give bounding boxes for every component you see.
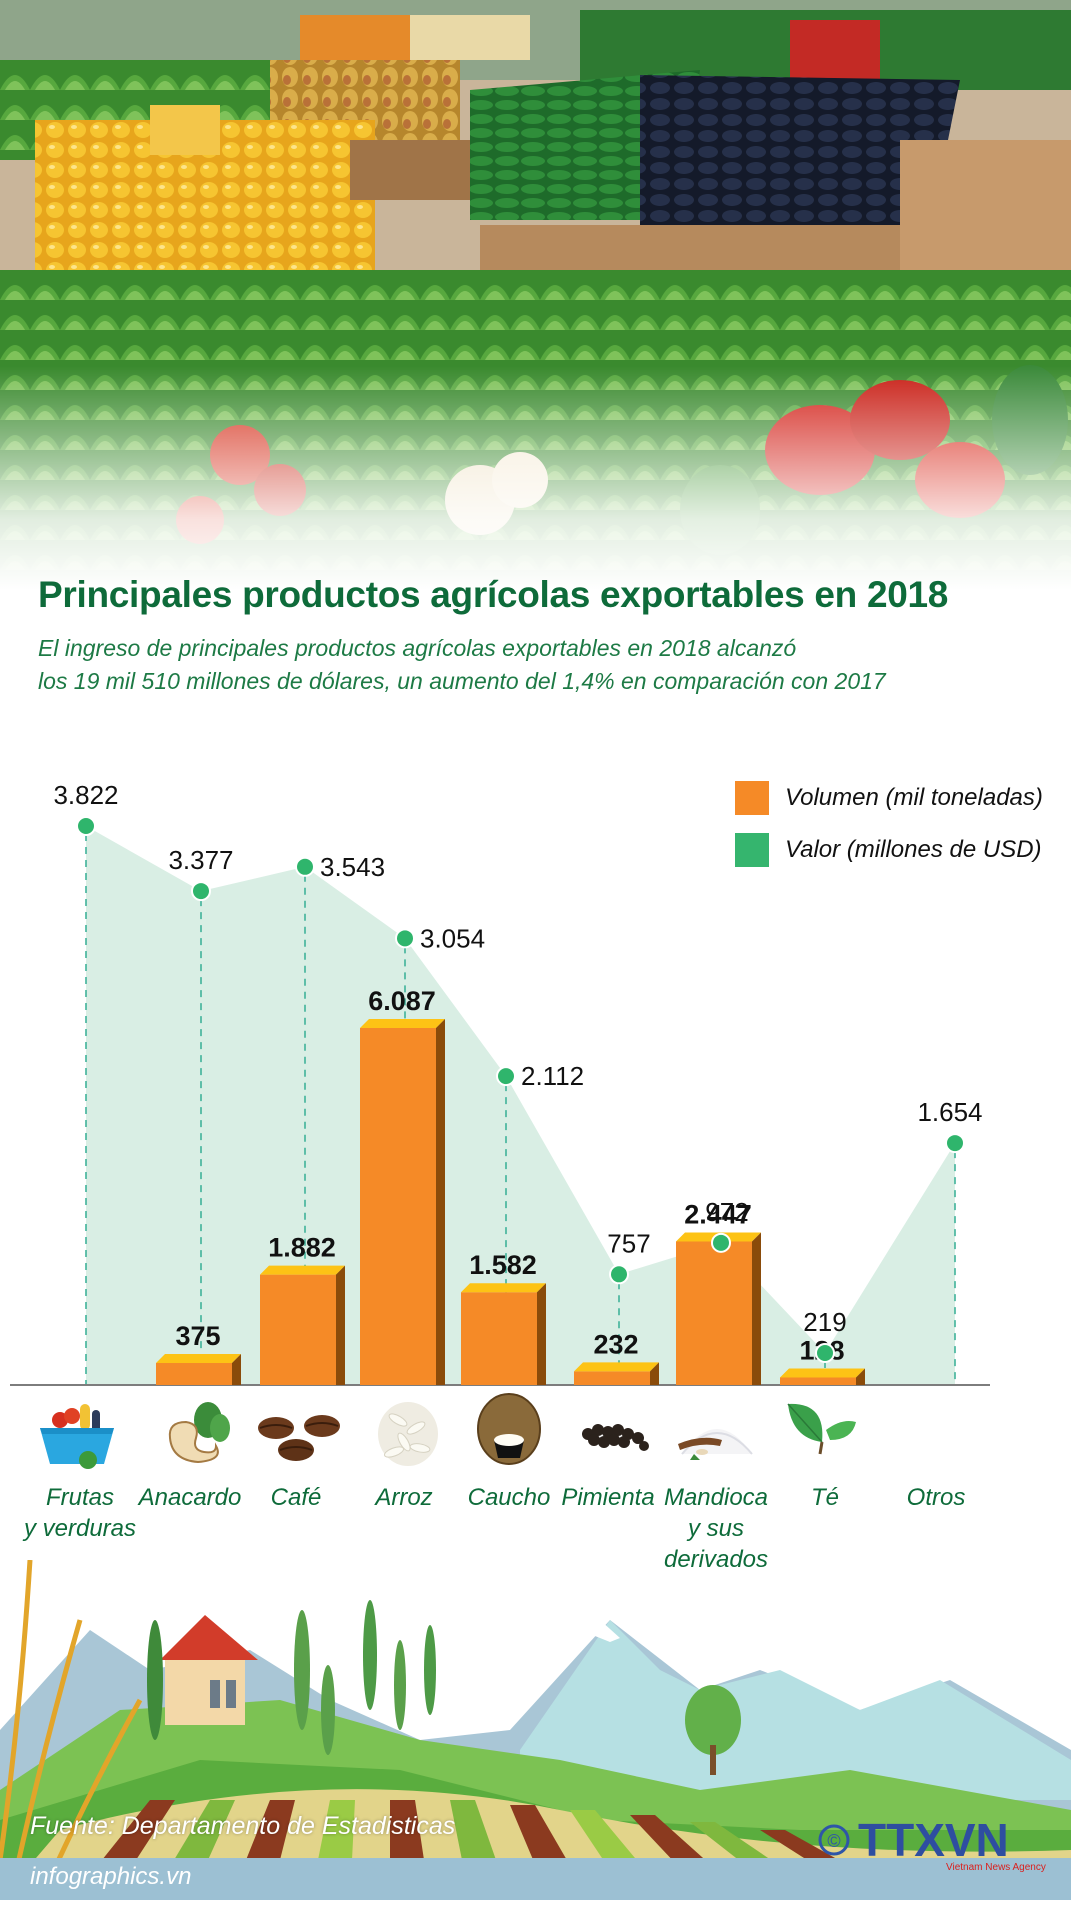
volume-label: 1.582 [469,1250,537,1280]
category-label: Té [760,1482,890,1513]
page-title: Principales productos agrícolas exportab… [38,574,949,615]
ttxvn-logo: © TTXVN Vietnam News Agency [818,1814,1046,1873]
value-label: 972 [705,1197,748,1227]
volume-label: 6.087 [368,986,436,1016]
chart-legend: Volumen (mil toneladas) Valor (millones … [735,772,1043,876]
volume-bar: 375 [156,1321,241,1385]
value-area [86,826,955,1385]
legend-item-value: Valor (millones de USD) [735,824,1043,876]
category-label-line: Mandioca [663,1484,769,1511]
copyright-symbol: © [827,1831,840,1851]
pepper-icon [574,1410,654,1465]
category-label: Mandioca y sus derivados [651,1482,781,1575]
category-label-line: y verduras [23,1515,137,1542]
category-label-line: Otros [906,1484,966,1511]
value-label: 757 [607,1228,650,1258]
volume-label: 375 [175,1321,220,1351]
volume-bar: 1.882 [260,1233,345,1385]
cassava-icon [672,1404,762,1469]
volume-label: 2.447 [684,1199,752,1229]
category-label: Caucho [444,1482,574,1513]
subtitle-line-2: los 19 mil 510 millones de dólares, un a… [38,668,886,694]
volume-label: 232 [593,1329,638,1359]
value-point [191,881,211,902]
subtitle-line-1: El ingreso de principales productos agrí… [38,635,797,661]
legend-swatch-green [735,833,769,867]
rubber-latex-icon [474,1392,544,1472]
footer-bar [0,1858,1071,1900]
source-text: Fuente: Departamento de Estadisticas [30,1812,456,1840]
volume-bar: 6.087 [360,986,445,1385]
value-point [609,1264,629,1285]
value-point [945,1133,965,1154]
legend-swatch-orange [735,781,769,815]
value-label: 3.054 [420,923,485,953]
site-url[interactable]: infographics.vn [30,1863,192,1890]
value-point [295,856,315,877]
value-label: 1.654 [917,1097,982,1127]
category-label: Arroz [339,1482,469,1513]
fruit-basket-icon [32,1402,122,1477]
logo-text: TTXVN [858,1814,1009,1866]
page-subtitle: El ingreso de principales productos agrí… [38,632,886,698]
volume-label: 1.882 [268,1233,336,1263]
category-label-line: Pimienta [561,1484,655,1511]
value-label: 2.112 [521,1061,584,1091]
cashew-icon [158,1398,238,1473]
value-point [815,1342,835,1363]
category-label-line: derivados [663,1546,769,1573]
category-label: Otros [871,1482,1001,1513]
category-label: Frutas y verduras [15,1482,145,1544]
value-label: 3.543 [320,852,385,882]
category-label-line: Arroz [375,1484,433,1511]
export-chart: 375 1.882 6.087 1.582 232 2.447 128 3.822 3.377 3… [10,780,990,1386]
value-point [76,816,96,836]
category-label-line: y sus [687,1515,744,1542]
logo-subtext: Vietnam News Agency [946,1862,1046,1873]
legend-label-volume: Volumen (mil toneladas) [785,784,1043,811]
value-point [395,928,415,949]
value-point [711,1232,731,1253]
rice-icon [368,1390,448,1475]
coffee-beans-icon [254,1408,344,1473]
category-label-line: Café [270,1484,322,1511]
value-label: 3.377 [168,845,233,875]
volume-bar: 128 [780,1335,865,1385]
volume-bar: 2.447 [676,1199,761,1385]
hero-produce-photo [0,0,1071,590]
category-label: Café [231,1482,361,1513]
value-label: 3.822 [53,780,118,810]
category-label-line: Té [810,1484,839,1511]
category-label-line: Caucho [467,1484,551,1511]
legend-label-value: Valor (millones de USD) [785,836,1042,863]
category-label: Anacardo [125,1482,255,1513]
category-label-line: Anacardo [138,1484,242,1511]
volume-bar: 232 [574,1329,659,1385]
legend-item-volume: Volumen (mil toneladas) [735,772,1043,824]
value-label: 219 [803,1307,846,1337]
value-point [496,1066,516,1087]
volume-bar: 1.582 [461,1250,546,1385]
category-label: Pimienta [543,1482,673,1513]
tea-leaf-icon [782,1398,862,1463]
category-label-line: Frutas [45,1484,114,1511]
